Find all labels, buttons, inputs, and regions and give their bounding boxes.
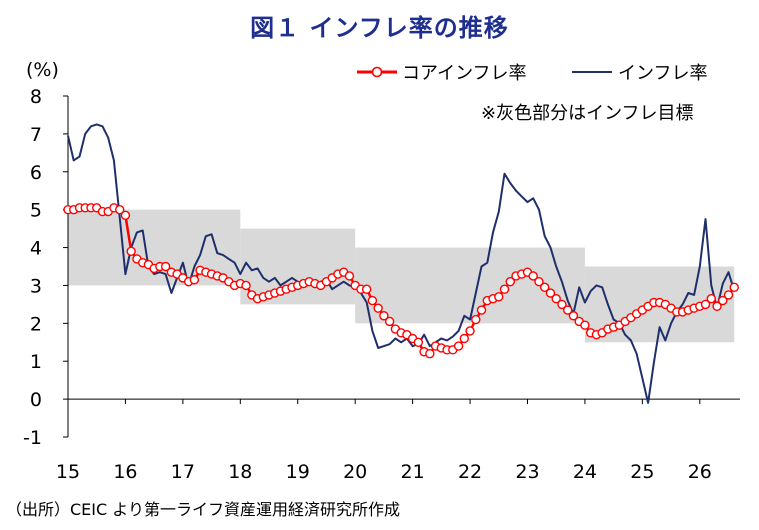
core-point [534,276,544,287]
core-point [729,282,739,293]
y-tick-label: -1 [23,427,42,449]
core-point [425,348,435,359]
target-band-note: ※灰色部分はインフレ目標 [481,103,694,124]
y-tick-label: 3 [30,275,42,297]
x-tick-label: 15 [56,461,80,483]
core-point [712,301,722,311]
x-tick-label: 18 [228,461,252,483]
y-tick-label: 7 [30,124,42,146]
x-tick-label: 17 [171,461,195,483]
target-band-group [68,209,735,343]
core-point [367,295,378,306]
target-band-1 [240,228,356,305]
series-group [63,123,739,404]
y-tick-label: 6 [30,162,42,184]
core-point [160,261,171,272]
core-point [545,288,556,298]
core-point [465,326,475,336]
legend: コアインフレ率 インフレ率 [357,63,707,84]
core-point [114,204,125,215]
core-point [700,299,711,310]
y-tick-label: 0 [30,389,42,411]
target-band-2 [355,247,585,324]
core-point [528,271,538,281]
core-point [344,271,355,281]
core-point [723,290,734,300]
core-point [562,305,573,315]
core-point [540,282,550,293]
core-point [568,311,579,321]
x-tick-label: 23 [515,461,539,483]
x-tick-label: 24 [573,461,597,483]
x-tick-label: 26 [688,461,712,483]
x-tick-label: 20 [343,461,367,483]
y-tick-label: 4 [30,238,42,260]
core-point [494,292,504,302]
core-point [373,303,383,313]
y-tick-label: 5 [30,200,42,222]
core-point [126,246,136,257]
legend-label-inflation: インフレ率 [618,63,707,84]
x-tick-label: 22 [458,461,482,483]
core-point [557,299,567,310]
core-point [580,320,590,330]
core-point [459,333,470,344]
source-note: （出所）CEIC より第一ライフ資産運用経済研究所作成 [6,500,400,519]
y-unit-label: (%) [26,59,59,81]
y-tick-label: 1 [30,351,42,373]
core-point [241,280,251,291]
core-point [471,314,481,325]
core-point [706,294,716,304]
x-tick-label: 19 [286,461,310,483]
core-point [120,210,131,221]
legend-marker-core [371,66,383,78]
core-point [189,275,200,285]
chart-title: 図１ インフレ率の推移 [250,14,509,42]
legend-label-core: コアインフレ率 [402,63,527,84]
y-tick-label: 8 [30,86,42,108]
core-point [499,284,510,294]
core-point [384,316,395,327]
core-point [718,295,728,306]
core-point [379,311,389,321]
core-point [361,284,372,294]
core-point [551,294,561,304]
x-tick-label: 16 [113,461,137,483]
core-point [505,276,515,287]
core-point [413,337,424,347]
x-tick-label: 25 [630,461,654,483]
y-tick-label: 2 [30,313,42,335]
x-tick-label: 21 [401,461,425,483]
core-point [476,305,487,315]
core-point [453,341,464,351]
